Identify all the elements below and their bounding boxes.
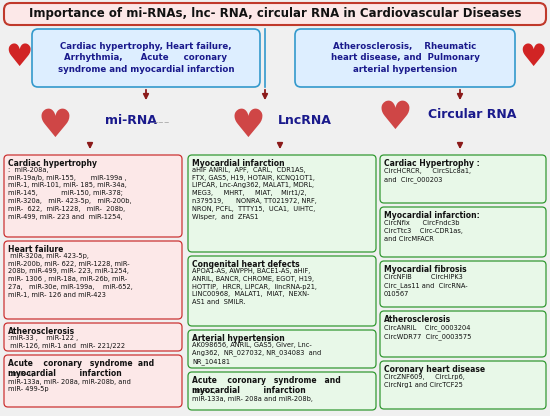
FancyBboxPatch shape bbox=[188, 155, 376, 252]
Text: CircNfix      CircFndc3b
CircTtc3    Circ-CDR1as,
and CircMFACR: CircNfix CircFndc3b CircTtc3 Circ-CDR1as… bbox=[384, 220, 463, 242]
Text: Atherosclerosis,    Rheumatic
heart disease, and  Pulmonary
arterial hypertensio: Atherosclerosis, Rheumatic heart disease… bbox=[331, 42, 480, 74]
Text: ~~~: ~~~ bbox=[152, 120, 169, 126]
FancyBboxPatch shape bbox=[295, 29, 515, 87]
Text: AK098656, ANRIL, GAS5, Giver, Lnc-
Ang362,  NR_027032, NR_034083  and
NR_104181: AK098656, ANRIL, GAS5, Giver, Lnc- Ang36… bbox=[192, 342, 321, 365]
Text: ♥: ♥ bbox=[377, 99, 412, 137]
FancyBboxPatch shape bbox=[380, 261, 546, 307]
FancyBboxPatch shape bbox=[380, 207, 546, 257]
Text: Myocardial infarction: Myocardial infarction bbox=[192, 159, 285, 168]
FancyBboxPatch shape bbox=[4, 241, 182, 319]
Text: Acute    coronary   syndrome  and
myocardial         infarction: Acute coronary syndrome and myocardial i… bbox=[8, 359, 154, 379]
Text: Importance of mi-RNAs, lnc- RNA, circular RNA in Cardiovascular Diseases: Importance of mi-RNAs, lnc- RNA, circula… bbox=[29, 7, 521, 20]
Text: APOA1-AS, AWPPH, BACE1-AS, aHIF,
ANRIL, BANCR, CHROME, EGOT, H19,
HOTTIP,  HRCR,: APOA1-AS, AWPPH, BACE1-AS, aHIF, ANRIL, … bbox=[192, 268, 317, 305]
Text: miR-320a, miR- 423-5p,
miR-200b, miR- 622, miR-1228, miR-
208b, miR-499, miR- 22: miR-320a, miR- 423-5p, miR-200b, miR- 62… bbox=[8, 253, 133, 298]
Text: LncRNA: LncRNA bbox=[278, 114, 332, 127]
Text: CircZNF609,     CircLrp6,
CircNrg1 and CircTCF25: CircZNF609, CircLrp6, CircNrg1 and CircT… bbox=[384, 374, 465, 388]
Text: CircHCRCR,     CircSLc8a1,
and  Circ_000203: CircHCRCR, CircSLc8a1, and Circ_000203 bbox=[384, 168, 471, 183]
Text: Arterial hypertension: Arterial hypertension bbox=[192, 334, 285, 343]
Text: Cardiac Hypertrophy :: Cardiac Hypertrophy : bbox=[384, 159, 480, 168]
FancyBboxPatch shape bbox=[32, 29, 260, 87]
Text: Coronary heart disease: Coronary heart disease bbox=[384, 365, 485, 374]
Text: Atherosclerosis: Atherosclerosis bbox=[8, 327, 75, 336]
Text: mi-RNA: mi-RNA bbox=[105, 114, 157, 127]
Text: ♥: ♥ bbox=[519, 42, 547, 72]
FancyBboxPatch shape bbox=[4, 155, 182, 237]
FancyBboxPatch shape bbox=[380, 361, 546, 409]
FancyBboxPatch shape bbox=[380, 155, 546, 203]
Text: aHIF ANRIL,  APF,  CARL,  CDR1AS,
FTX, GAS5, H19, HOTAIR, KCNQ1OT1,
LIPCAR, Lnc-: aHIF ANRIL, APF, CARL, CDR1AS, FTX, GAS5… bbox=[192, 167, 317, 220]
FancyBboxPatch shape bbox=[188, 330, 376, 368]
Text: Heart failure: Heart failure bbox=[8, 245, 63, 254]
Text: Myocardial infarction:: Myocardial infarction: bbox=[384, 211, 480, 220]
FancyBboxPatch shape bbox=[380, 311, 546, 357]
FancyBboxPatch shape bbox=[4, 323, 182, 351]
Text: Cardiac hypertrophy: Cardiac hypertrophy bbox=[8, 159, 97, 168]
Text: ♥: ♥ bbox=[6, 42, 32, 72]
Text: :  miR-208a,
miR-19a/b, miR-155,       miR-199a ,
miR-1, miR-101, miR- 185, miR-: : miR-208a, miR-19a/b, miR-155, miR-199a… bbox=[8, 167, 131, 220]
Text: ::miR-1,
miR-133a, miR- 208a, miR-208b, and
miR- 499-5p: ::miR-1, miR-133a, miR- 208a, miR-208b, … bbox=[8, 371, 131, 393]
FancyBboxPatch shape bbox=[188, 372, 376, 410]
Text: Congenital heart defects: Congenital heart defects bbox=[192, 260, 300, 269]
Text: Atherosclerosis: Atherosclerosis bbox=[384, 315, 451, 324]
FancyBboxPatch shape bbox=[188, 256, 376, 326]
Text: Acute    coronary   syndrome   and
myocardial         infarction: Acute coronary syndrome and myocardial i… bbox=[192, 376, 341, 395]
Text: ♥: ♥ bbox=[230, 107, 266, 145]
Text: Myocardial fibrosis: Myocardial fibrosis bbox=[384, 265, 466, 274]
Text: CircNFIB         CircHIPK3
Circ_Las11 and  CircRNA-
010567: CircNFIB CircHIPK3 Circ_Las11 and CircRN… bbox=[384, 274, 468, 297]
FancyBboxPatch shape bbox=[4, 355, 182, 407]
Text: Circular RNA: Circular RNA bbox=[428, 107, 516, 121]
Text: CircANRIL    Circ_0003204
CircWDR77  Circ_0003575: CircANRIL Circ_0003204 CircWDR77 Circ_00… bbox=[384, 324, 471, 339]
Text: ♥: ♥ bbox=[37, 107, 73, 145]
Text: :miR-33 ,    miR-122 ,
 miR-126, miR-1 and  miR- 221/222: :miR-33 , miR-122 , miR-126, miR-1 and m… bbox=[8, 335, 125, 349]
FancyBboxPatch shape bbox=[4, 3, 546, 25]
Text: :miR-1,
miR-133a, miR- 208a and miR-208b,: :miR-1, miR-133a, miR- 208a and miR-208b… bbox=[192, 388, 313, 402]
Text: Cardiac hypertrophy, Heart failure,
Arrhythmia,      Acute     coronary
syndrome: Cardiac hypertrophy, Heart failure, Arrh… bbox=[58, 42, 234, 74]
